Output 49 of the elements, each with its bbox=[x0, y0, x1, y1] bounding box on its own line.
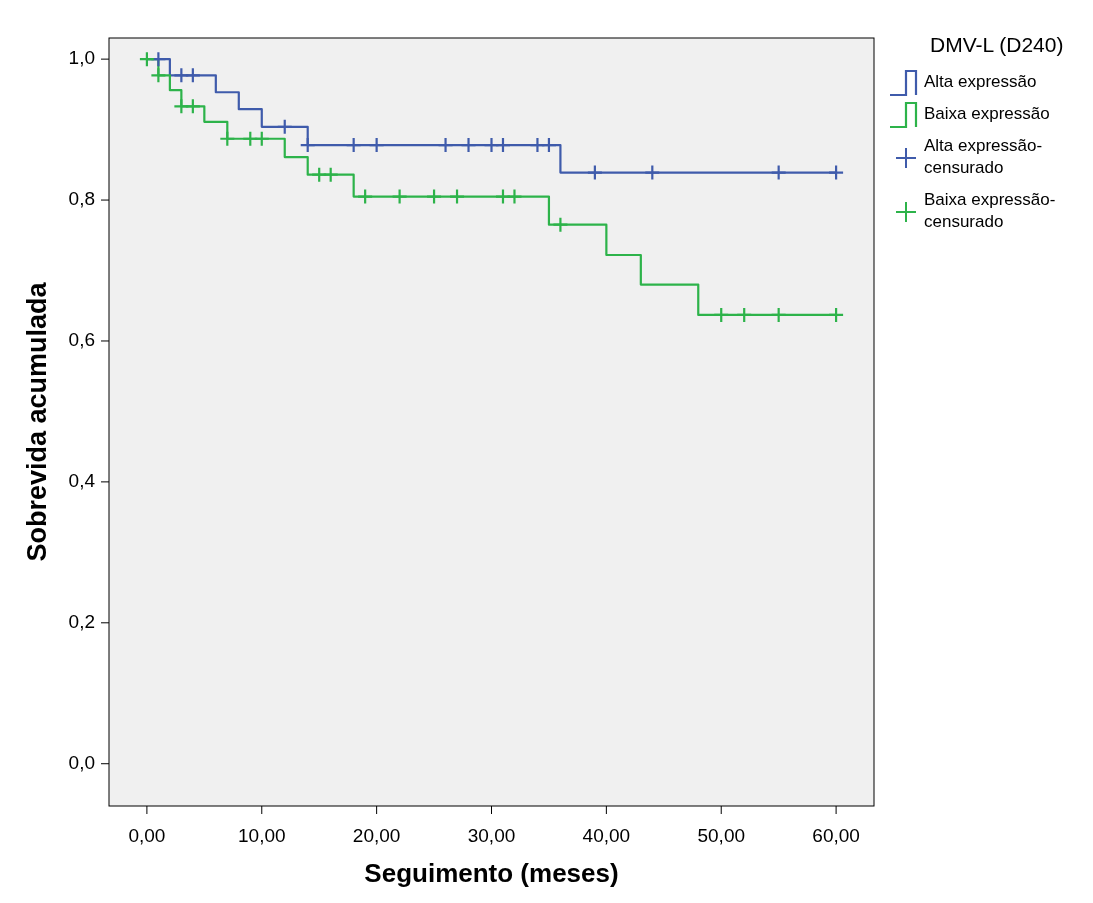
point bbox=[150, 67, 167, 84]
legend-label: Alta expressão-censurado bbox=[924, 136, 1043, 178]
x-tick-label: 10,00 bbox=[238, 825, 286, 846]
x-tick-label: 60,00 bbox=[812, 825, 860, 846]
point bbox=[276, 118, 293, 135]
point bbox=[299, 137, 316, 154]
point bbox=[460, 137, 477, 154]
x-tick-label: 30,00 bbox=[467, 825, 516, 846]
y-tick-label: 0,2 bbox=[68, 610, 95, 632]
point bbox=[391, 188, 408, 205]
point bbox=[770, 306, 787, 323]
point bbox=[644, 164, 661, 181]
point bbox=[494, 137, 512, 154]
point bbox=[827, 164, 845, 181]
point bbox=[357, 188, 374, 205]
point bbox=[770, 164, 787, 181]
legend-label: Alta expressão bbox=[924, 72, 1037, 92]
y-tick-label: 0,0 bbox=[68, 751, 95, 773]
legend-title: DMV-L (D240) bbox=[930, 33, 1064, 56]
x-tick-label: 0,00 bbox=[128, 825, 166, 846]
point bbox=[184, 67, 201, 84]
point bbox=[827, 306, 845, 323]
point bbox=[540, 137, 558, 154]
point bbox=[253, 130, 270, 147]
point bbox=[713, 306, 730, 323]
point bbox=[345, 137, 362, 154]
y-axis-title: Sobrevida acumulada bbox=[22, 281, 52, 562]
point bbox=[552, 216, 569, 233]
point bbox=[322, 166, 339, 183]
point bbox=[219, 130, 236, 147]
legend-label: Baixa expressão bbox=[924, 104, 1050, 124]
x-tick-label: 50,00 bbox=[697, 825, 745, 846]
point bbox=[586, 164, 603, 181]
x-axis-title: Seguimento (meses) bbox=[364, 858, 619, 888]
legend-label: Baixa expressão-censurado bbox=[924, 190, 1056, 232]
point bbox=[506, 188, 523, 205]
y-tick-label: 0,6 bbox=[68, 328, 95, 350]
point bbox=[368, 137, 385, 154]
point bbox=[425, 188, 443, 205]
point bbox=[184, 98, 201, 115]
point bbox=[437, 137, 454, 154]
point bbox=[736, 306, 753, 323]
point bbox=[448, 188, 466, 205]
y-tick-label: 1,0 bbox=[68, 47, 95, 69]
point bbox=[138, 51, 156, 68]
x-tick-label: 40,00 bbox=[582, 825, 631, 846]
y-tick-label: 0,8 bbox=[68, 188, 95, 210]
x-tick-label: 20,00 bbox=[352, 825, 401, 846]
y-tick-label: 0,4 bbox=[68, 469, 96, 491]
